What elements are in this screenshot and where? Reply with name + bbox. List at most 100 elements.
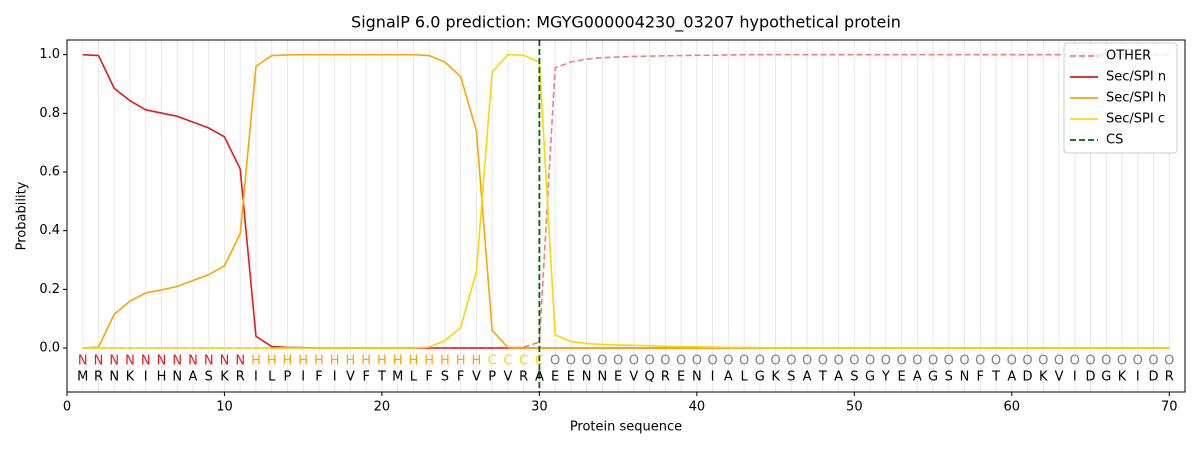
- legend-label: Sec/SPI h: [1106, 91, 1166, 106]
- region-label: O: [1117, 354, 1127, 369]
- region-label: O: [770, 354, 780, 369]
- region-label: O: [818, 354, 828, 369]
- x-tick-label: 60: [1004, 400, 1021, 415]
- residue-label: I: [711, 370, 715, 385]
- region-label: O: [928, 354, 938, 369]
- legend-box: [1063, 42, 1178, 154]
- residue-label: T: [991, 370, 1000, 385]
- region-label: N: [141, 354, 151, 369]
- residue-label: K: [220, 370, 229, 385]
- region-label: N: [172, 354, 182, 369]
- legend-label: CS: [1106, 133, 1123, 148]
- region-label: H: [424, 354, 434, 369]
- plot-frame: [66, 39, 1186, 393]
- region-label: C: [488, 354, 497, 369]
- residue-label: T: [377, 370, 386, 385]
- residue-label: Y: [881, 370, 890, 385]
- x-tick-label: 20: [374, 400, 391, 415]
- residue-label: K: [126, 370, 135, 385]
- legend-label: Sec/SPI n: [1106, 70, 1166, 85]
- region-label: O: [1148, 354, 1158, 369]
- region-label: H: [456, 354, 466, 369]
- residue-label: K: [771, 370, 780, 385]
- region-label: O: [896, 354, 906, 369]
- residue-label: E: [567, 370, 575, 385]
- region-label: O: [723, 354, 733, 369]
- residue-label: F: [315, 370, 322, 385]
- residue-label: L: [410, 370, 418, 385]
- residue-label: L: [268, 370, 276, 385]
- residue-label: S: [441, 370, 449, 385]
- residue-label: N: [582, 370, 592, 385]
- region-label: O: [1070, 354, 1080, 369]
- x-tick-label: 70: [1161, 400, 1178, 415]
- residue-label: R: [661, 370, 670, 385]
- region-label: O: [660, 354, 670, 369]
- residue-label: N: [109, 370, 119, 385]
- residue-label: E: [551, 370, 559, 385]
- residue-label: V: [1055, 370, 1064, 385]
- region-label: H: [251, 354, 261, 369]
- region-label: O: [1133, 354, 1143, 369]
- residue-label: A: [803, 370, 812, 385]
- residue-label: I: [1136, 370, 1140, 385]
- region-label: N: [78, 354, 88, 369]
- residue-label: N: [960, 370, 970, 385]
- region-label: O: [991, 354, 1001, 369]
- residue-label: V: [472, 370, 481, 385]
- region-label: O: [613, 354, 623, 369]
- residue-label: N: [598, 370, 608, 385]
- region-label: C: [503, 354, 512, 369]
- region-label: O: [1022, 354, 1032, 369]
- region-label: O: [1101, 354, 1111, 369]
- residue-label: I: [144, 370, 148, 385]
- y-tick-label: 0.6: [39, 165, 60, 180]
- region-label: O: [865, 354, 875, 369]
- residue-label: F: [425, 370, 432, 385]
- region-label: N: [157, 354, 167, 369]
- residue-label: F: [977, 370, 984, 385]
- region-label: H: [377, 354, 387, 369]
- region-label: N: [94, 354, 104, 369]
- residue-label: P: [488, 370, 496, 385]
- region-label: O: [692, 354, 702, 369]
- region-label: H: [361, 354, 371, 369]
- residue-label: N: [172, 370, 182, 385]
- residue-label: I: [333, 370, 337, 385]
- legend-label: OTHER: [1106, 49, 1151, 64]
- y-axis-label: Probability: [15, 181, 30, 250]
- residue-label: Q: [645, 370, 655, 385]
- region-label: O: [739, 354, 749, 369]
- residue-label: A: [834, 370, 843, 385]
- x-tick-label: 10: [216, 400, 233, 415]
- region-label: N: [204, 354, 214, 369]
- residue-label: M: [392, 370, 403, 385]
- residue-label: G: [755, 370, 765, 385]
- residue-label: N: [692, 370, 702, 385]
- region-label: H: [267, 354, 277, 369]
- region-label: N: [188, 354, 198, 369]
- region-label: H: [440, 354, 450, 369]
- region-label: O: [849, 354, 859, 369]
- residue-label: V: [629, 370, 638, 385]
- residue-label: A: [724, 370, 733, 385]
- region-label: O: [944, 354, 954, 369]
- residue-label: E: [897, 370, 905, 385]
- residue-label: G: [865, 370, 875, 385]
- y-tick-label: 1.0: [39, 47, 60, 62]
- series-line: [82, 53, 1170, 349]
- residue-label: E: [614, 370, 622, 385]
- x-tick-label: 40: [689, 400, 706, 415]
- region-label: N: [235, 354, 245, 369]
- region-label: O: [881, 354, 891, 369]
- region-label: O: [676, 354, 686, 369]
- residue-label: D: [1148, 370, 1158, 385]
- region-label: N: [109, 354, 119, 369]
- residue-label: T: [818, 370, 827, 385]
- x-tick-label: 30: [531, 400, 548, 415]
- region-label: O: [1164, 354, 1174, 369]
- region-label: O: [975, 354, 985, 369]
- residue-label: R: [236, 370, 245, 385]
- residue-label: K: [1039, 370, 1048, 385]
- region-label: O: [1038, 354, 1048, 369]
